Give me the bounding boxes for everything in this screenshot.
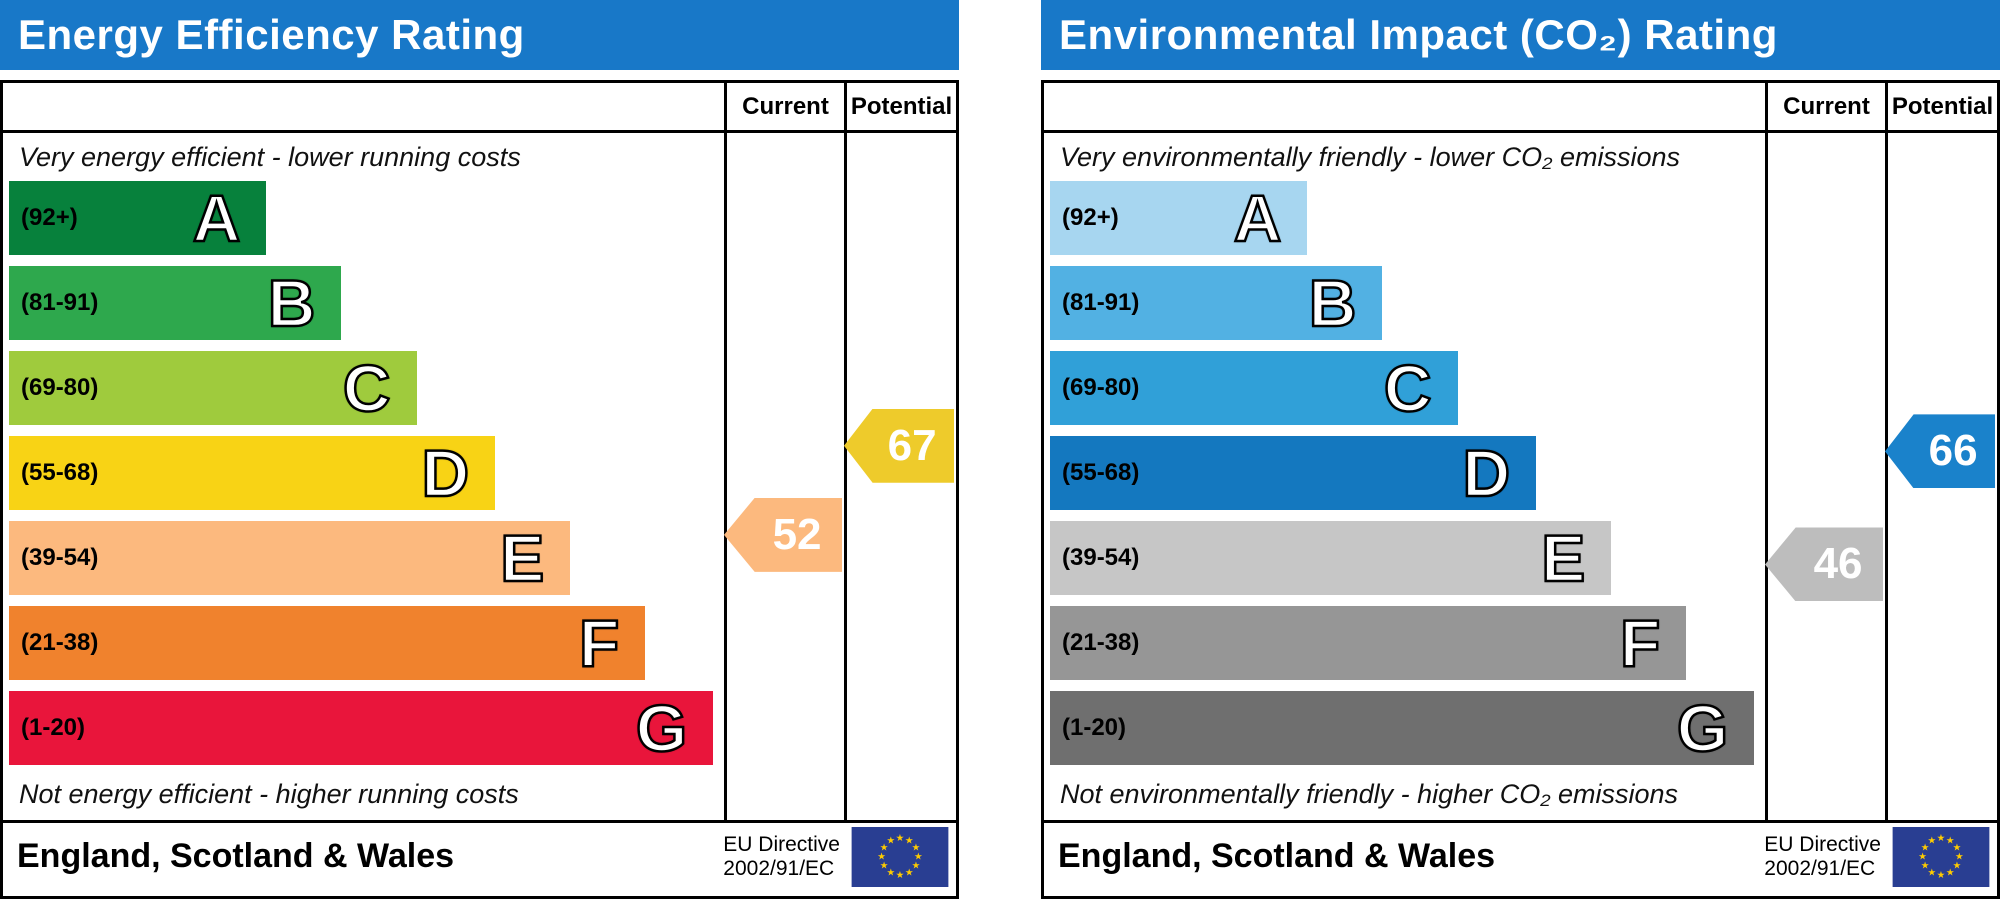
eu-flag-icon bbox=[850, 827, 950, 887]
band-letter: F bbox=[578, 606, 621, 680]
band-letter: E bbox=[499, 521, 546, 595]
band-range-label: (1-20) bbox=[1062, 714, 1127, 741]
band-range-label: (55-68) bbox=[1062, 459, 1140, 486]
band-letter: D bbox=[1461, 436, 1511, 510]
band-letter: A bbox=[191, 181, 241, 255]
band-bar-d: (55-68) D bbox=[9, 436, 496, 510]
band-letter: G bbox=[635, 691, 689, 765]
eu-directive-line1: EU Directive bbox=[1764, 832, 1881, 856]
bands-area: Very environmentally friendly - lower CO… bbox=[1044, 133, 1765, 820]
panel-title-bar: Environmental Impact (CO₂) Rating bbox=[1041, 0, 2000, 70]
band-bar-d: (55-68) D bbox=[1050, 436, 1537, 510]
current-column-header: Current bbox=[1765, 83, 1885, 130]
band-letter: C bbox=[1383, 351, 1433, 425]
columns-header-spacer bbox=[3, 83, 724, 130]
potential-rating-arrow: 66 bbox=[1885, 414, 1995, 489]
current-value-column: 52 bbox=[724, 133, 844, 820]
region-label: England, Scotland & Wales bbox=[1058, 837, 1496, 875]
band-letter: G bbox=[1676, 691, 1730, 765]
band-range-label: (69-80) bbox=[1062, 374, 1140, 401]
current-column-header: Current bbox=[724, 83, 844, 130]
band-bar-f: (21-38) F bbox=[1050, 606, 1687, 680]
eu-directive-line1: EU Directive bbox=[723, 832, 840, 856]
region-label: England, Scotland & Wales bbox=[17, 837, 455, 875]
potential-rating-arrow: 67 bbox=[844, 408, 954, 483]
potential-column-header: Potential bbox=[844, 83, 956, 130]
band-letter: F bbox=[1619, 606, 1662, 680]
current-rating-arrow: 46 bbox=[1765, 527, 1883, 602]
potential-value-column: 66 bbox=[1885, 133, 1997, 820]
band-range-label: (81-91) bbox=[21, 289, 99, 316]
band-bar-a: (92+) A bbox=[1050, 181, 1308, 255]
band-bar-a: (92+) A bbox=[9, 181, 267, 255]
band-letter: A bbox=[1232, 181, 1282, 255]
page-title: Energy Efficiency Rating bbox=[18, 11, 525, 58]
current-rating-arrow: 52 bbox=[724, 497, 842, 572]
rating-chart: Very energy efficient - lower running co… bbox=[3, 133, 956, 820]
top-caption: Very environmentally friendly - lower CO… bbox=[1060, 141, 1680, 172]
band-range-label: (92+) bbox=[1062, 204, 1119, 231]
band-range-label: (39-54) bbox=[1062, 544, 1140, 571]
top-caption: Very energy efficient - lower running co… bbox=[19, 141, 521, 172]
energy-efficiency-rating-panel: Energy Efficiency Rating Current Potenti… bbox=[0, 0, 959, 899]
band-letter: C bbox=[342, 351, 392, 425]
band-range-label: (1-20) bbox=[21, 714, 86, 741]
band-range-label: (92+) bbox=[21, 204, 78, 231]
eu-directive-label: EU Directive 2002/91/EC bbox=[723, 833, 840, 881]
band-range-label: (21-38) bbox=[21, 629, 99, 656]
eu-directive-label: EU Directive 2002/91/EC bbox=[1764, 833, 1881, 881]
band-bar-g: (1-20) G bbox=[9, 691, 714, 765]
band-bar-f: (21-38) F bbox=[9, 606, 646, 680]
band-bar-e: (39-54) E bbox=[1050, 521, 1612, 595]
eu-directive-line2: 2002/91/EC bbox=[723, 856, 835, 880]
band-bar-g: (1-20) G bbox=[1050, 691, 1755, 765]
eu-directive-line2: 2002/91/EC bbox=[1764, 856, 1876, 880]
rating-table: Current Potential Very energy efficient … bbox=[0, 80, 959, 899]
table-footer: England, Scotland & Wales EU Directive 2… bbox=[1044, 820, 1997, 890]
bottom-caption: Not environmentally friendly - higher CO… bbox=[1060, 778, 1679, 809]
band-range-label: (21-38) bbox=[1062, 629, 1140, 656]
band-range-label: (81-91) bbox=[1062, 289, 1140, 316]
current-value-column: 46 bbox=[1765, 133, 1885, 820]
band-bar-e: (39-54) E bbox=[9, 521, 571, 595]
potential-value-column: 67 bbox=[844, 133, 956, 820]
rating-table: Current Potential Very environmentally f… bbox=[1041, 80, 2000, 899]
potential-column-header: Potential bbox=[1885, 83, 1997, 130]
band-range-label: (39-54) bbox=[21, 544, 99, 571]
columns-header-spacer bbox=[1044, 83, 1765, 130]
band-bar-c: (69-80) C bbox=[1050, 351, 1458, 425]
columns-header-row: Current Potential bbox=[3, 83, 956, 133]
band-bar-b: (81-91) B bbox=[1050, 266, 1383, 340]
band-range-label: (55-68) bbox=[21, 459, 99, 486]
band-letter: B bbox=[267, 266, 317, 340]
band-letter: D bbox=[420, 436, 470, 510]
rating-chart: Very environmentally friendly - lower CO… bbox=[1044, 133, 1997, 820]
band-bar-b: (81-91) B bbox=[9, 266, 342, 340]
environmental-impact-rating-panel: Environmental Impact (CO₂) Rating Curren… bbox=[1041, 0, 2000, 899]
bands-area: Very energy efficient - lower running co… bbox=[3, 133, 724, 820]
page-title: Environmental Impact (CO₂) Rating bbox=[1059, 11, 1778, 58]
band-letter: E bbox=[1540, 521, 1587, 595]
columns-header-row: Current Potential bbox=[1044, 83, 1997, 133]
band-bar-c: (69-80) C bbox=[9, 351, 417, 425]
band-range-label: (69-80) bbox=[21, 374, 99, 401]
table-footer: England, Scotland & Wales EU Directive 2… bbox=[3, 820, 956, 890]
band-letter: B bbox=[1308, 266, 1358, 340]
panel-title-bar: Energy Efficiency Rating bbox=[0, 0, 959, 70]
bottom-caption: Not energy efficient - higher running co… bbox=[19, 778, 519, 809]
eu-flag-icon bbox=[1891, 827, 1991, 887]
